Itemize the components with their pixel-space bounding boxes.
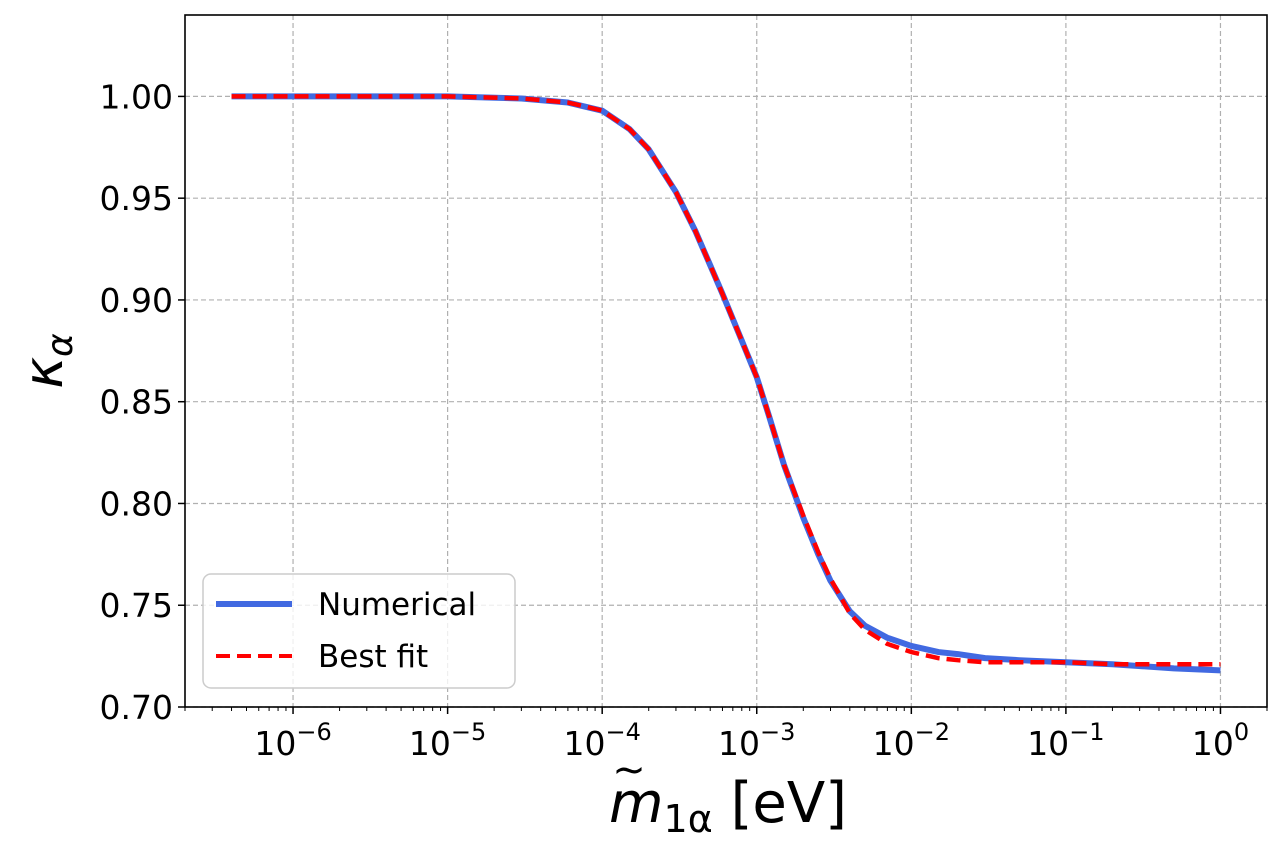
x-tick-exponent: −4 [605,718,640,746]
x-axis-label: m1α [eV] [609,771,847,841]
x-tick-base: 10 [409,724,451,763]
x-axis-label-tilde: ~ [612,747,646,793]
y-tick-label: 0.90 [100,281,173,320]
x-axis-label-subscript: 1α [664,797,713,841]
x-tick-exponent: −1 [1069,718,1104,746]
x-axis-label-unit: [eV] [713,771,847,836]
x-tick-base: 10 [718,724,760,763]
x-tick-exponent: −2 [915,718,950,746]
y-axis-label-subscript: α [40,333,81,357]
x-axis-label-main: m [609,771,664,836]
x-tick-label: 10−2 [873,718,950,763]
x-tick-base: 10 [563,724,605,763]
x-tick-label: 10−1 [1027,718,1104,763]
y-tick-label: 0.95 [100,179,173,218]
x-tick-label: 100 [1192,718,1249,763]
axis-ticks: 10−6 10−5 10−4 10−3 10−2 10−1 1000.700.750.800… [100,77,1268,763]
y-tick-label: 1.00 [100,77,173,116]
series-best-fit [231,94,1221,667]
y-tick-label: 0.80 [100,484,173,523]
x-tick-label: 10−4 [563,718,640,763]
x-tick-label: 10−3 [718,718,795,763]
x-tick-exponent: 0 [1234,718,1249,746]
y-axis-label: κα [12,333,81,389]
x-tick-exponent: −3 [760,718,795,746]
x-tick-base: 10 [873,724,915,763]
x-tick-base: 10 [1192,724,1234,763]
plot-area-frame [184,14,1268,708]
y-tick-label: 0.75 [100,586,173,625]
x-tick-base: 10 [254,724,296,763]
x-tick-base: 10 [1027,724,1069,763]
x-tick-label: 10−5 [409,718,486,763]
y-tick-label: 0.85 [100,383,173,422]
plot-lines [231,93,1221,674]
y-tick-label: 0.70 [100,688,173,727]
x-tick-label: 10−6 [254,718,331,763]
legend-label-best-fit: Best fit [318,639,428,675]
legend-label-numerical: Numerical [318,587,476,623]
x-tick-exponent: −6 [296,718,331,746]
y-axis-label-main: κ [12,357,75,389]
legend: Numerical Best fit [202,573,516,689]
x-tick-exponent: −5 [451,718,486,746]
